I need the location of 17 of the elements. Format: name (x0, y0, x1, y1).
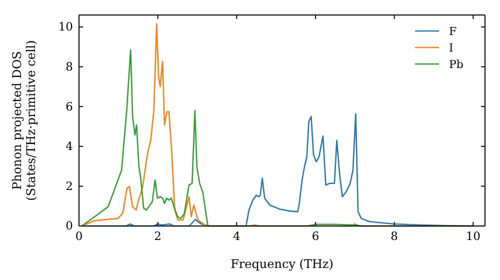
y-axis-title: Phonon projected DOS (States/THz·primitive cell) (10, 40, 38, 201)
y-tick-label: 4 (66, 139, 73, 154)
legend-label: I (449, 42, 454, 54)
x-tick-label: 4 (233, 229, 240, 244)
x-tick-label: 10 (466, 229, 480, 244)
x-tick-label: 0 (75, 229, 83, 244)
y-tick-label: 0 (66, 218, 73, 233)
x-axis-title: Frequency (THz) (230, 257, 334, 271)
y-tick-label: 8 (66, 59, 73, 74)
x-tick-label: 6 (312, 229, 320, 244)
y-tick-label: 6 (66, 99, 73, 114)
x-tick-label: 8 (390, 229, 398, 244)
legend-label: F (449, 25, 457, 38)
y-tick-label: 2 (66, 178, 73, 193)
x-tick-label: 2 (154, 229, 162, 244)
y-tick-label: 10 (58, 20, 73, 34)
legend-label: Pb (449, 58, 464, 71)
